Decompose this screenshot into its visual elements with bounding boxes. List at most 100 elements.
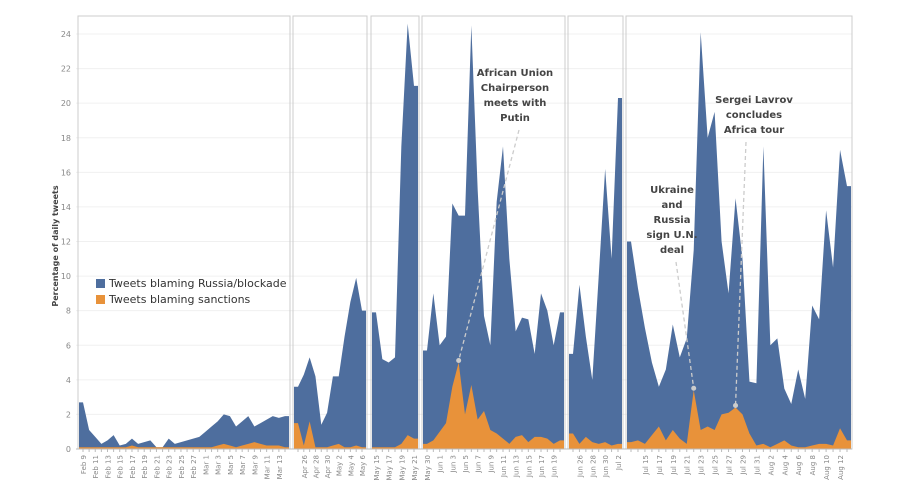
x-tick-label: May 19: [398, 455, 406, 481]
x-tick-label: Aug 6: [795, 454, 803, 475]
x-tick-label: Aug 4: [781, 454, 789, 475]
area-sanctions: [294, 421, 366, 449]
x-tick-label: Jul 15: [642, 455, 650, 476]
x-tick-label: Jun 9: [487, 455, 495, 474]
panel-frame: [77, 15, 291, 450]
x-tick-label: Jun 17: [538, 455, 546, 478]
arrow-head-icon: [691, 385, 697, 391]
x-tick-label: Feb 9: [80, 455, 88, 474]
x-tick-label: May 15: [373, 455, 381, 481]
y-tick-label: 24: [61, 30, 71, 39]
annotation-text: African Union: [477, 68, 553, 79]
x-tick-label: Jun 15: [525, 455, 533, 478]
x-tick-label: May 30: [424, 455, 432, 481]
x-tick-label: Aug 8: [809, 455, 817, 475]
x-tick-label: Feb 15: [117, 455, 125, 479]
annotation-text: Ukraine: [650, 185, 694, 196]
x-tick-label: Feb 13: [104, 455, 112, 479]
area-russia: [294, 277, 366, 449]
x-tick-label: Aug 12: [837, 455, 845, 480]
x-tick-label: Jun 28: [589, 455, 597, 478]
y-tick-label: 8: [66, 307, 71, 316]
area-sanctions: [372, 435, 418, 449]
area-russia: [79, 402, 289, 449]
area-russia: [569, 97, 622, 450]
arrow-head-icon: [733, 403, 739, 408]
x-tick-label: May 4: [347, 454, 355, 476]
x-tick-label: May 17: [386, 455, 394, 481]
x-tick-label: Jun 30: [602, 455, 610, 478]
annotation-text: Sergei Lavrov: [715, 95, 793, 106]
x-tick-label: Jun 19: [551, 455, 559, 478]
annotation-arrow: [458, 129, 520, 361]
x-tick-label: Feb 19: [141, 455, 149, 479]
y-tick-label: 14: [61, 203, 71, 212]
legend-label: Tweets blaming Russia/blockade: [108, 277, 287, 290]
annotation-arrow: [675, 261, 695, 389]
x-tick-label: Mar 5: [227, 455, 235, 475]
x-tick-label: Feb 11: [92, 455, 100, 479]
area-sanctions: [627, 390, 851, 449]
x-tick-label: Mar 11: [264, 455, 272, 479]
y-tick-label: 20: [61, 99, 71, 108]
area-russia: [423, 25, 564, 450]
x-tick-label: Jul 29: [739, 455, 747, 476]
x-tick-label: Jul 25: [712, 455, 720, 476]
x-tick-label: Feb 25: [178, 455, 186, 479]
x-tick-label: Jul 2: [615, 455, 623, 471]
x-tick-label: Jul 31: [753, 455, 761, 476]
legend-swatch: [96, 295, 105, 304]
annotation-text: and: [661, 200, 682, 211]
x-tick-label: Jun 26: [576, 454, 584, 478]
x-tick-label: Feb 17: [129, 455, 137, 479]
x-tick-label: Jun 1: [437, 455, 445, 474]
x-tick-label: Mar 3: [215, 455, 223, 475]
x-tick-label: Mar 9: [251, 455, 259, 475]
x-tick-label: Mar 13: [276, 455, 284, 479]
area-sanctions: [423, 362, 564, 449]
y-tick-label: 4: [66, 376, 71, 385]
x-tick-label: Apr 26: [301, 454, 309, 478]
annotation-text: Chairperson: [481, 83, 549, 94]
annotation-text: Putin: [500, 113, 530, 124]
x-tick-label: Jul 17: [656, 455, 664, 476]
y-tick-label: 18: [61, 134, 71, 143]
area-russia: [627, 32, 851, 449]
annotation-text: meets with: [484, 98, 547, 109]
x-tick-label: Feb 23: [166, 455, 174, 479]
x-tick-label: Jun 11: [500, 455, 508, 478]
area-sanctions: [79, 442, 289, 449]
x-tick-label: Mar 7: [239, 455, 247, 475]
legend-swatch: [96, 279, 105, 288]
x-tick-label: Jul 19: [670, 455, 678, 476]
x-tick-label: Mar 1: [202, 455, 210, 475]
x-tick-label: May 2: [336, 455, 344, 476]
x-tick-label: Aug 2: [767, 455, 775, 475]
y-tick-label: 12: [61, 238, 71, 247]
x-tick-label: May 21: [411, 455, 419, 481]
y-tick-label: 10: [61, 272, 71, 281]
annotation-text: concludes: [726, 110, 782, 121]
area-sanctions: [569, 433, 622, 449]
x-tick-label: Feb 21: [153, 455, 161, 479]
arrow-head-icon: [456, 358, 462, 364]
x-tick-label: Feb 27: [190, 455, 198, 479]
y-tick-label: 2: [66, 410, 71, 419]
x-tick-label: Jul 21: [684, 455, 692, 476]
annotation-text: sign U.N.: [646, 230, 697, 241]
x-tick-label: Jun 7: [475, 455, 483, 474]
annotation-text: deal: [660, 245, 684, 256]
y-tick-label: 6: [66, 341, 71, 350]
annotation-text: Russia: [654, 215, 691, 226]
x-tick-label: May 6: [359, 454, 367, 476]
y-tick-label: 22: [61, 65, 71, 74]
x-tick-label: Jun 13: [513, 455, 521, 478]
x-tick-label: Apr 30: [324, 455, 332, 478]
legend-label: Tweets blaming sanctions: [108, 293, 251, 306]
x-tick-label: Jun 3: [449, 455, 457, 474]
x-tick-label: Jun 5: [462, 455, 470, 474]
area-russia: [372, 23, 418, 449]
x-tick-label: Aug 10: [823, 455, 831, 480]
